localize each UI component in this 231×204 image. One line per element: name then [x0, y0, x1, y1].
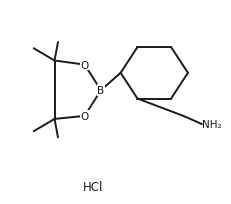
Text: NH₂: NH₂	[201, 120, 221, 129]
Text: O: O	[80, 111, 88, 121]
Text: O: O	[80, 60, 88, 70]
Text: B: B	[97, 86, 104, 96]
Text: HCl: HCl	[82, 180, 103, 193]
